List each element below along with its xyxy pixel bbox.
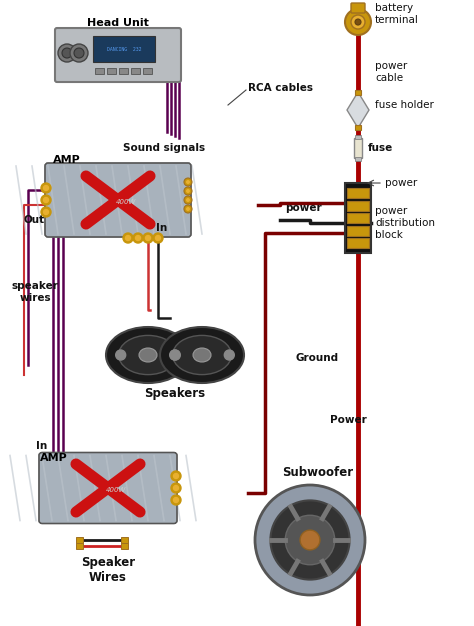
Ellipse shape xyxy=(160,327,244,383)
Circle shape xyxy=(351,15,365,29)
Bar xyxy=(121,543,128,549)
Circle shape xyxy=(184,178,192,186)
Text: Subwoofer: Subwoofer xyxy=(283,466,354,478)
Bar xyxy=(95,68,104,74)
Bar xyxy=(347,225,369,235)
Circle shape xyxy=(41,183,51,193)
Circle shape xyxy=(224,350,234,360)
Text: power
distribution
block: power distribution block xyxy=(375,207,435,240)
Circle shape xyxy=(171,483,181,493)
Ellipse shape xyxy=(139,348,157,362)
Bar xyxy=(347,238,369,248)
Circle shape xyxy=(173,498,179,503)
Ellipse shape xyxy=(193,348,211,362)
Circle shape xyxy=(171,471,181,481)
Text: power: power xyxy=(385,178,417,188)
Circle shape xyxy=(186,189,190,193)
Circle shape xyxy=(44,198,48,203)
Circle shape xyxy=(44,210,48,215)
Text: In: In xyxy=(156,223,167,233)
Circle shape xyxy=(153,233,163,243)
Circle shape xyxy=(270,500,350,580)
Text: power
cable: power cable xyxy=(375,61,407,83)
Ellipse shape xyxy=(173,336,231,374)
Text: speaker
wires: speaker wires xyxy=(11,281,58,303)
Text: Speaker
Wires: Speaker Wires xyxy=(81,556,135,584)
Circle shape xyxy=(126,235,130,240)
Circle shape xyxy=(44,185,48,190)
Circle shape xyxy=(355,19,361,25)
Text: RCA cables: RCA cables xyxy=(248,83,313,93)
Circle shape xyxy=(170,350,180,360)
Circle shape xyxy=(300,530,320,550)
Polygon shape xyxy=(347,92,369,128)
Bar xyxy=(76,537,83,543)
Circle shape xyxy=(133,233,143,243)
Text: In: In xyxy=(36,441,47,451)
Bar xyxy=(93,36,155,62)
Text: battery
terminal: battery terminal xyxy=(375,3,419,25)
Circle shape xyxy=(184,196,192,204)
Circle shape xyxy=(143,233,153,243)
Text: Ground: Ground xyxy=(296,353,339,363)
FancyBboxPatch shape xyxy=(39,453,177,523)
FancyBboxPatch shape xyxy=(45,163,191,237)
Text: Head Unit: Head Unit xyxy=(87,18,149,28)
Bar xyxy=(119,68,128,74)
Circle shape xyxy=(186,207,190,211)
Bar xyxy=(355,125,361,130)
Circle shape xyxy=(255,485,365,595)
Text: 400W: 400W xyxy=(106,487,126,493)
Text: DANCING  232: DANCING 232 xyxy=(107,46,141,51)
FancyBboxPatch shape xyxy=(351,3,365,13)
Circle shape xyxy=(184,187,192,195)
Text: AMP: AMP xyxy=(40,453,68,463)
Text: Out: Out xyxy=(23,215,44,225)
Circle shape xyxy=(41,207,51,217)
Bar xyxy=(107,68,116,74)
Bar xyxy=(345,183,371,253)
Bar xyxy=(121,537,128,543)
Bar xyxy=(347,188,369,198)
Circle shape xyxy=(173,486,179,491)
Bar xyxy=(131,68,140,74)
Text: fuse holder: fuse holder xyxy=(375,100,434,110)
Circle shape xyxy=(116,350,126,360)
Circle shape xyxy=(70,44,88,62)
Circle shape xyxy=(62,48,72,58)
Bar xyxy=(355,157,361,161)
Circle shape xyxy=(74,48,84,58)
Circle shape xyxy=(136,235,140,240)
Circle shape xyxy=(58,44,76,62)
Circle shape xyxy=(184,205,192,213)
Bar xyxy=(347,200,369,210)
Text: Speakers: Speakers xyxy=(145,386,206,399)
FancyBboxPatch shape xyxy=(55,28,181,82)
Bar xyxy=(76,543,83,549)
Text: Sound signals: Sound signals xyxy=(123,143,205,153)
Ellipse shape xyxy=(118,336,177,374)
Bar xyxy=(355,90,361,95)
Bar xyxy=(143,68,152,74)
Circle shape xyxy=(170,350,180,360)
Circle shape xyxy=(345,9,371,35)
Bar xyxy=(347,213,369,223)
Text: 400W: 400W xyxy=(116,199,136,205)
Circle shape xyxy=(186,180,190,184)
Bar xyxy=(355,135,361,139)
Bar xyxy=(354,138,362,158)
Circle shape xyxy=(146,235,151,240)
Circle shape xyxy=(186,198,190,202)
Text: Power: Power xyxy=(330,415,367,425)
Circle shape xyxy=(155,235,161,240)
Circle shape xyxy=(41,195,51,205)
Circle shape xyxy=(285,515,335,565)
Text: power: power xyxy=(285,203,322,213)
Ellipse shape xyxy=(106,327,190,383)
Circle shape xyxy=(173,473,179,478)
Text: AMP: AMP xyxy=(53,155,81,165)
Circle shape xyxy=(123,233,133,243)
Text: fuse: fuse xyxy=(368,143,393,153)
Circle shape xyxy=(171,495,181,505)
